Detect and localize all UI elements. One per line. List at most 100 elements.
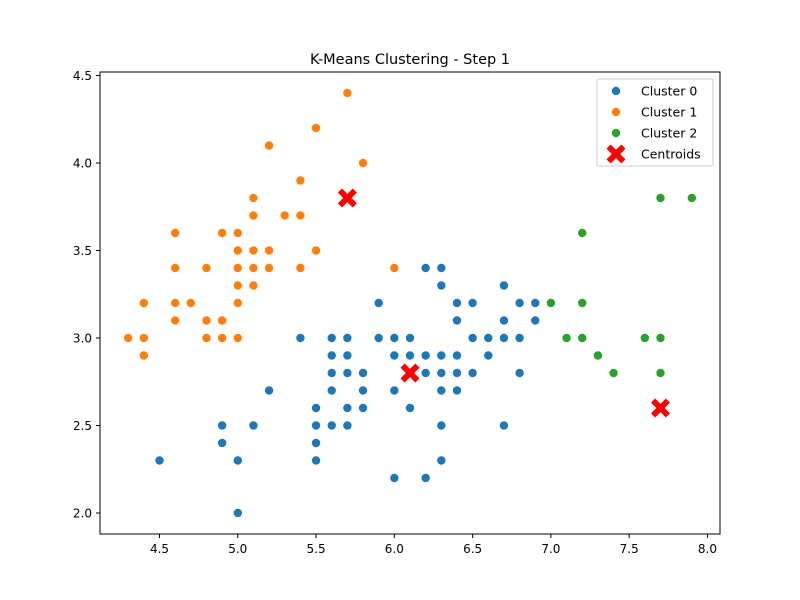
cluster-0-point-2 xyxy=(217,438,227,448)
cluster-0-point-49 xyxy=(452,368,462,378)
cluster-1-point-22 xyxy=(249,211,258,220)
cluster-0-point-23 xyxy=(358,386,368,395)
cluster-0-point-29 xyxy=(390,386,399,395)
cluster-1-point-18 xyxy=(233,281,242,290)
cluster-0-point-22 xyxy=(358,368,368,378)
cluster-0-point-3 xyxy=(233,456,242,465)
cluster-1-point-28 xyxy=(264,263,274,273)
cluster-0-point-56 xyxy=(499,281,509,290)
cluster-0-point-35 xyxy=(421,263,430,273)
cluster-0-point-51 xyxy=(468,298,477,308)
cluster-0-point-42 xyxy=(437,368,446,378)
cluster-2-point-4 xyxy=(578,333,587,343)
cluster-0-point-55 xyxy=(484,351,493,360)
cluster-1-point-17 xyxy=(233,263,242,273)
cluster-1-point-8 xyxy=(186,298,196,308)
cluster-2-point-2 xyxy=(578,228,587,238)
cluster-2-point-9 xyxy=(656,333,665,343)
y-tick-label-0: 2.0 xyxy=(73,507,92,521)
x-tick-label-3: 6.0 xyxy=(385,542,404,556)
legend-marker-cluster-0 xyxy=(611,86,621,96)
cluster-1-point-33 xyxy=(311,123,321,133)
cluster-2-point-0 xyxy=(546,298,556,308)
x-tick-label-0: 4.5 xyxy=(150,542,169,556)
cluster-0-point-57 xyxy=(499,316,509,325)
cluster-2-point-8 xyxy=(656,193,665,203)
cluster-0-point-41 xyxy=(437,351,446,360)
cluster-0-point-52 xyxy=(468,333,477,343)
cluster-0-point-25 xyxy=(374,298,383,308)
cluster-1-point-4 xyxy=(170,228,180,238)
y-tick-label-4: 4.0 xyxy=(73,157,92,171)
cluster-0-point-16 xyxy=(327,421,336,430)
cluster-0-point-40 xyxy=(437,281,446,290)
cluster-0-point-53 xyxy=(468,368,477,378)
legend: Cluster 0 Cluster 1 Cluster 2 Centroids xyxy=(596,78,714,167)
cluster-0-point-9 xyxy=(311,421,321,430)
cluster-0-point-43 xyxy=(437,386,446,395)
chart-title: K-Means Clustering - Step 1 xyxy=(310,52,510,68)
x-tick-label-5: 7.0 xyxy=(541,542,560,556)
cluster-1-point-25 xyxy=(249,281,258,290)
x-axis: 4.5 5.0 5.5 6.0 6.5 7.0 7.5 8.0 xyxy=(150,534,717,556)
legend-label-cluster-1: Cluster 1 xyxy=(641,105,697,120)
cluster-1-point-29 xyxy=(280,211,289,220)
cluster-1-point-32 xyxy=(296,263,305,273)
cluster-0-point-27 xyxy=(390,333,399,343)
points-layer xyxy=(123,88,697,518)
cluster-2-point-6 xyxy=(609,368,618,378)
cluster-0-point-54 xyxy=(484,333,493,343)
legend-label-cluster-2: Cluster 2 xyxy=(641,126,697,141)
cluster-1-point-10 xyxy=(202,316,211,325)
cluster-0-point-31 xyxy=(405,333,415,343)
cluster-1-point-24 xyxy=(249,263,258,273)
cluster-1-point-26 xyxy=(264,141,274,150)
cluster-0-point-60 xyxy=(515,298,524,308)
centroids-marker-0 xyxy=(337,188,357,208)
cluster-0-point-62 xyxy=(515,368,524,378)
cluster-0-point-11 xyxy=(311,456,321,465)
cluster-0-point-61 xyxy=(515,333,524,343)
cluster-0-point-14 xyxy=(327,368,336,378)
cluster-1-point-6 xyxy=(170,298,180,308)
cluster-2-point-10 xyxy=(656,368,665,378)
cluster-1-point-14 xyxy=(217,333,227,343)
cluster-0-point-37 xyxy=(421,368,430,378)
cluster-1-point-3 xyxy=(139,351,149,360)
y-tick-label-1: 2.5 xyxy=(73,419,92,433)
cluster-1-point-23 xyxy=(249,246,258,255)
legend-label-centroids: Centroids xyxy=(641,147,701,162)
legend-marker-centroids xyxy=(606,144,626,164)
cluster-0-point-18 xyxy=(343,351,352,360)
legend-label-cluster-0: Cluster 0 xyxy=(641,84,697,99)
cluster-0-point-15 xyxy=(327,386,336,395)
y-tick-label-2: 3.0 xyxy=(73,332,92,346)
y-tick-label-3: 3.5 xyxy=(73,244,92,258)
cluster-1-point-15 xyxy=(233,228,242,238)
cluster-0-point-19 xyxy=(343,368,352,378)
cluster-0-point-50 xyxy=(452,386,462,395)
legend-marker-cluster-2 xyxy=(611,128,621,138)
cluster-1-point-30 xyxy=(296,176,305,185)
cluster-2-point-3 xyxy=(578,298,587,308)
cluster-0-point-0 xyxy=(155,456,164,465)
cluster-1-point-21 xyxy=(249,193,258,203)
cluster-1-point-2 xyxy=(139,333,149,343)
cluster-1-point-20 xyxy=(233,333,242,343)
cluster-0-point-64 xyxy=(531,316,540,325)
cluster-0-point-30 xyxy=(390,473,399,483)
x-tick-label-7: 8.0 xyxy=(698,542,717,556)
cluster-1-point-5 xyxy=(170,263,180,273)
cluster-0-point-28 xyxy=(390,351,399,360)
cluster-0-point-32 xyxy=(405,351,415,360)
cluster-1-point-1 xyxy=(139,298,149,308)
cluster-0-point-48 xyxy=(452,351,462,360)
cluster-1-point-36 xyxy=(358,158,368,168)
legend-marker-cluster-1 xyxy=(611,107,621,117)
cluster-0-point-39 xyxy=(437,263,446,273)
cluster-0-point-58 xyxy=(499,333,509,343)
x-tick-label-4: 6.5 xyxy=(463,542,482,556)
cluster-1-point-13 xyxy=(217,316,227,325)
cluster-0-point-1 xyxy=(217,421,227,430)
cluster-1-point-16 xyxy=(233,246,242,255)
